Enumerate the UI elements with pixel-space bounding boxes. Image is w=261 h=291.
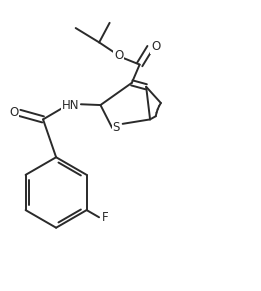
Text: HN: HN [62,99,79,111]
Text: S: S [112,121,120,134]
Text: O: O [9,107,19,119]
Text: O: O [114,49,123,62]
Text: F: F [102,211,108,224]
Text: O: O [151,40,161,53]
